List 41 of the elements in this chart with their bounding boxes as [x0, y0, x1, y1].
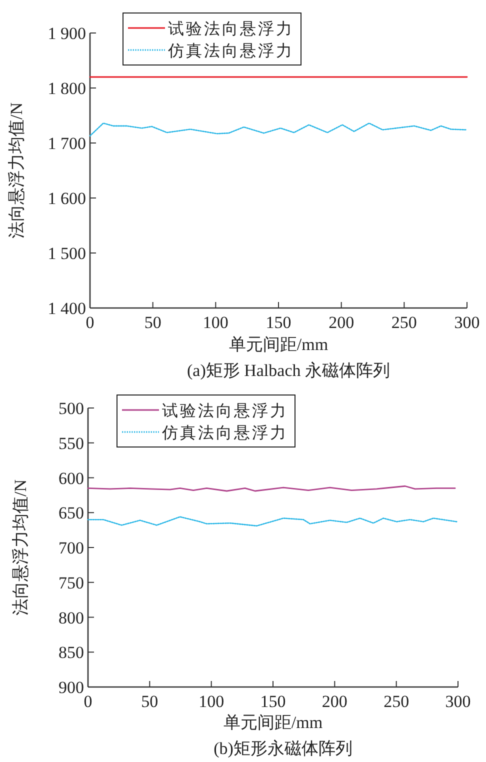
y-tick-label: 900 — [58, 678, 84, 697]
y-tick-label: 1 500 — [48, 244, 86, 263]
x-tick-label: 0 — [84, 692, 92, 711]
y-axis-title: 法向悬浮力均值/N — [7, 102, 26, 238]
y-tick-label: 850 — [58, 643, 84, 662]
text: (a)矩形 Halbach 永磁体阵列 — [186, 361, 390, 380]
y-tick-label: 550 — [58, 434, 84, 453]
x-tick-label: 100 — [202, 313, 228, 332]
x-tick-label: 150 — [260, 692, 286, 711]
y-tick-label: 750 — [58, 573, 84, 592]
line-series — [87, 516, 458, 527]
x-tick-label: 200 — [322, 692, 348, 711]
x-tick-label: 250 — [391, 313, 417, 332]
y-tick-label: 600 — [58, 468, 84, 488]
y-tick-label: 700 — [58, 538, 84, 558]
text: (b)矩形永磁体阵列 — [214, 739, 352, 758]
legend-label: 试验法向悬浮力 — [168, 20, 294, 38]
line-series — [89, 122, 468, 136]
y-tick-label: 1 400 — [48, 299, 86, 318]
legend-label: 仿真法向悬浮力 — [167, 42, 294, 60]
x-tick-label: 0 — [86, 313, 94, 332]
y-tick-label: 800 — [58, 608, 84, 628]
y-tick-label: 1 800 — [48, 79, 86, 98]
y-tick-label: 1 700 — [48, 134, 86, 153]
x-axis-title: 单元间距/mm — [228, 335, 328, 354]
x-tick-label: 100 — [198, 692, 224, 711]
y-tick-label: 1 600 — [48, 189, 86, 208]
y-tick-label: 650 — [58, 504, 84, 523]
y-axis-title: 法向悬浮力均值/N — [11, 480, 30, 616]
y-tick-label: 1 900 — [48, 24, 86, 43]
x-tick-label: 50 — [141, 692, 158, 711]
x-tick-label: 50 — [144, 313, 162, 332]
x-tick-label: 300 — [445, 692, 471, 711]
x-tick-label: 250 — [384, 692, 410, 711]
y-tick-label: 500 — [58, 399, 84, 418]
x-tick-label: 300 — [454, 313, 480, 332]
legend-label: 仿真法向悬浮力 — [161, 424, 288, 442]
x-axis-title: 单元间距/mm — [223, 713, 323, 732]
legend-label: 试验法向悬浮力 — [162, 402, 288, 420]
x-tick-label: 200 — [328, 313, 354, 332]
x-tick-label: 150 — [266, 313, 292, 332]
